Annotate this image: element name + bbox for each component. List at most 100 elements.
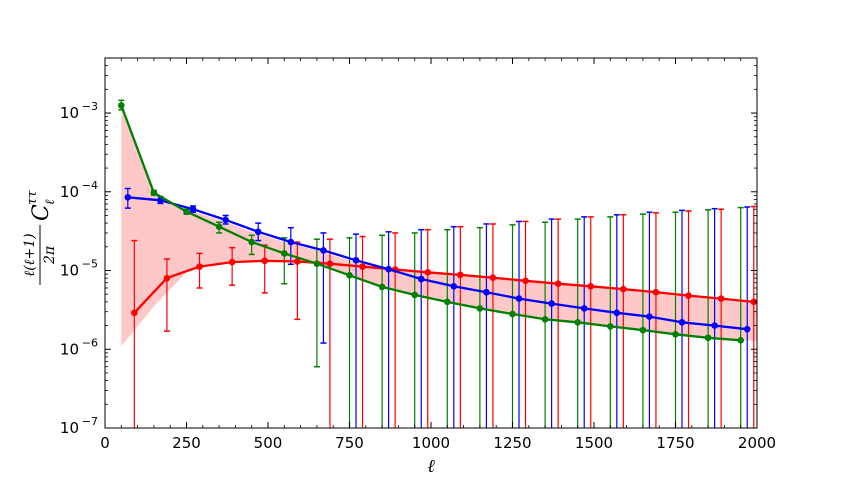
data-point	[620, 285, 627, 293]
data-point	[646, 313, 653, 320]
error-bar	[548, 218, 555, 428]
data-point	[450, 283, 458, 290]
data-point	[326, 260, 334, 268]
data-point	[215, 223, 223, 231]
data-point	[359, 263, 366, 270]
data-point	[613, 309, 621, 317]
x-tick-label: 1000	[412, 434, 450, 452]
error-bar	[424, 228, 431, 428]
y-label-symbol: C	[29, 204, 54, 221]
data-point	[489, 274, 497, 282]
data-point	[444, 298, 451, 306]
data-point	[248, 238, 255, 246]
data-point	[196, 263, 203, 270]
error-bar	[542, 221, 549, 428]
x-axis-label-text: ℓ	[427, 456, 435, 477]
error-bar	[711, 207, 718, 428]
data-point	[678, 318, 686, 326]
data-point	[554, 280, 562, 288]
error-bar	[620, 214, 627, 428]
series-line	[127, 196, 748, 331]
data-point	[183, 208, 190, 215]
series-layer	[118, 102, 757, 344]
data-point	[574, 318, 581, 326]
data-point	[607, 323, 614, 330]
error-bar	[229, 246, 236, 286]
y-tick-exponent: −4	[82, 179, 98, 192]
data-point	[118, 102, 125, 109]
error-bar	[555, 218, 562, 428]
error-bar	[718, 208, 725, 428]
data-point	[457, 271, 464, 279]
error-bar	[587, 216, 594, 428]
data-point	[672, 330, 679, 338]
data-point	[483, 288, 490, 296]
x-tick-label: 2000	[738, 434, 776, 452]
error-bar	[737, 206, 744, 428]
error-bar	[705, 209, 712, 428]
shaded-band-layer	[121, 105, 757, 346]
error-bar	[750, 205, 757, 428]
data-point	[509, 310, 516, 318]
error-bar	[444, 228, 451, 428]
data-point	[352, 256, 360, 264]
error-bar	[516, 220, 523, 428]
data-point	[378, 283, 386, 291]
y-tick-label: 10 −3	[60, 100, 98, 122]
data-point	[424, 268, 432, 276]
error-bar	[418, 228, 425, 428]
error-bar-layer	[118, 99, 757, 428]
data-point	[385, 265, 392, 273]
error-bar	[450, 225, 457, 428]
data-point	[163, 274, 171, 282]
data-point	[417, 275, 425, 283]
x-axis-label: ℓ	[427, 456, 435, 477]
error-bar	[326, 238, 333, 428]
data-point	[704, 334, 712, 342]
error-bar	[392, 232, 399, 428]
error-bar	[196, 252, 203, 289]
error-bar	[411, 232, 418, 428]
error-bar	[385, 231, 392, 428]
y-label-superscript: ττ	[25, 190, 40, 205]
data-point	[515, 295, 523, 302]
data-point	[743, 325, 751, 333]
x-tick-label: 0	[100, 434, 110, 452]
series-line	[120, 104, 741, 342]
data-point	[222, 216, 229, 224]
data-point	[320, 247, 327, 254]
data-point	[717, 295, 725, 302]
y-tick-label: 10 −6	[60, 336, 98, 358]
error-bar	[287, 226, 294, 266]
data-point	[124, 194, 132, 201]
x-tick-label: 750	[335, 434, 364, 452]
data-point	[313, 260, 321, 268]
y-tick-label: 10 −7	[60, 415, 98, 437]
data-point	[228, 258, 236, 266]
y-tick-exponent: −7	[82, 415, 98, 428]
error-bar	[607, 216, 614, 428]
error-bar	[685, 210, 692, 428]
x-tick-label: 250	[172, 434, 201, 452]
data-point	[541, 316, 549, 323]
y-label-subscript: ℓ	[43, 199, 58, 205]
error-bar	[522, 220, 529, 428]
error-bar	[379, 234, 386, 428]
x-tick-label: 1250	[493, 434, 531, 452]
error-bar	[639, 213, 646, 428]
error-bar	[744, 206, 751, 428]
y-tick-exponent: −6	[82, 336, 98, 349]
data-point	[150, 189, 158, 197]
data-point	[131, 309, 138, 317]
data-point	[580, 305, 588, 312]
error-bar	[131, 239, 138, 428]
error-bar	[163, 258, 170, 332]
y-label-numerator: ℓ(ℓ+1)	[22, 233, 38, 276]
data-point	[750, 298, 757, 306]
y-tick-exponent: −5	[82, 258, 98, 271]
data-point	[685, 292, 692, 299]
y-tick-label: 10 −4	[60, 179, 98, 201]
data-point	[652, 288, 660, 296]
